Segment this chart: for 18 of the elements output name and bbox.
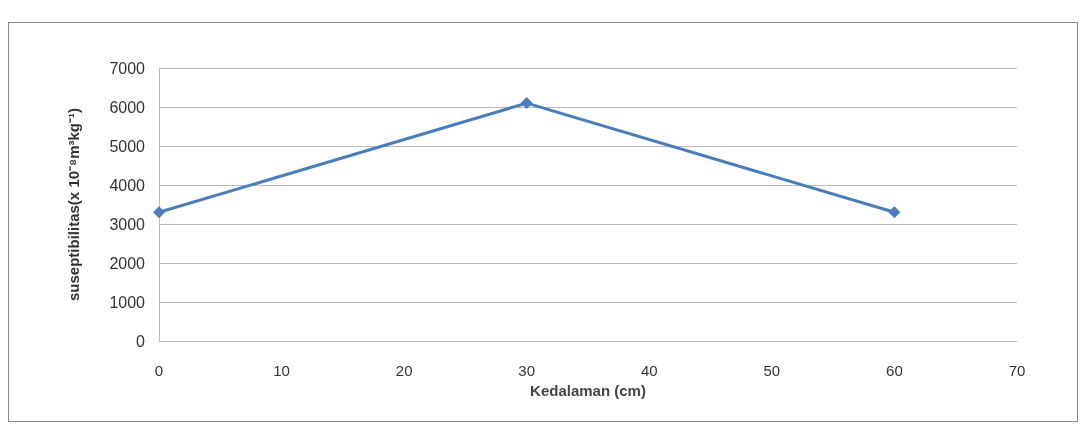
x-tick-label: 60 (886, 362, 903, 379)
x-tick-label: 30 (518, 362, 536, 379)
y-tick-label: 3000 (109, 215, 146, 233)
y-tick-label: 6000 (109, 98, 146, 116)
x-tick-label: 40 (640, 362, 658, 379)
y-tick-label: 7000 (109, 59, 146, 77)
y-axis-title: suseptibilitas(x 10⁻⁸m³kg⁻¹) (65, 108, 82, 301)
y-tick-label: 0 (136, 332, 146, 350)
x-tick-label: 0 (154, 362, 164, 379)
x-tick-label: 20 (395, 362, 413, 379)
y-tick-label: 5000 (109, 137, 146, 155)
x-tick-label: 50 (763, 362, 781, 379)
x-axis-title: Kedalaman (cm) (530, 382, 646, 399)
x-tick-label: 10 (273, 362, 290, 379)
y-tick-label: 2000 (109, 254, 146, 272)
y-tick-label: 4000 (109, 176, 146, 194)
y-tick-label: 1000 (109, 293, 146, 311)
x-tick-label: 70 (1008, 362, 1026, 379)
